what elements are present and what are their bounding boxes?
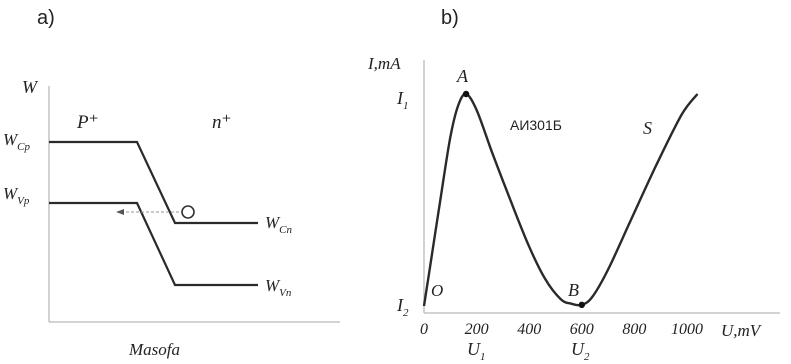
- x-tick-label: 800: [622, 321, 646, 338]
- band-label-wcn: WCn: [265, 213, 293, 236]
- y-tick-i2: I2: [396, 295, 409, 319]
- valence-band-line: [49, 201, 258, 287]
- marked-point-a: [462, 90, 470, 98]
- panel-a-x-axis-label: Masofa: [128, 340, 180, 359]
- panel-b: b) I,mA U,mV I1 I2 АИ301Б O A B S 0 200 40…: [367, 7, 780, 363]
- panel-a-y-axis-label: W: [22, 77, 39, 97]
- panel-b-x-axis-label: U,mV: [721, 321, 763, 340]
- band-label-wcp: WCp: [3, 130, 31, 153]
- u1-label: U1: [467, 339, 486, 363]
- u2-label: U2: [571, 339, 590, 363]
- region-label-p: P⁺: [76, 112, 99, 133]
- x-tick-label: 400: [517, 321, 541, 338]
- region-label-n: n⁺: [212, 112, 232, 133]
- band-label-wvp: WVp: [3, 184, 30, 207]
- device-label: АИ301Б: [510, 117, 562, 133]
- electron-circle-icon: [181, 205, 195, 219]
- point-label-peak: A: [456, 66, 469, 86]
- point-label-origin: O: [431, 281, 443, 300]
- arrow-head-icon: [116, 209, 124, 215]
- marked-point-b: [578, 301, 585, 309]
- conduction-band-line: [49, 140, 258, 225]
- x-tick-label: 200: [465, 321, 489, 338]
- iv-curve-line: [422, 92, 699, 307]
- y-tick-i1: I1: [396, 88, 409, 112]
- panel-b-label: b): [441, 7, 459, 29]
- panel-b-y-axis-label: I,mA: [367, 54, 401, 73]
- panel-a-label: a): [37, 7, 55, 29]
- panel-a: a) W Masofa P⁺ n⁺ WCp WVp WCn WVn: [3, 7, 340, 359]
- band-label-wvn: WVn: [265, 276, 292, 299]
- x-tick-label: 600: [570, 321, 594, 338]
- point-label-valley: B: [568, 280, 579, 300]
- x-tick-label: 1000: [671, 321, 703, 338]
- x-tick-label: 0: [420, 321, 428, 338]
- point-label-rise: S: [643, 118, 652, 138]
